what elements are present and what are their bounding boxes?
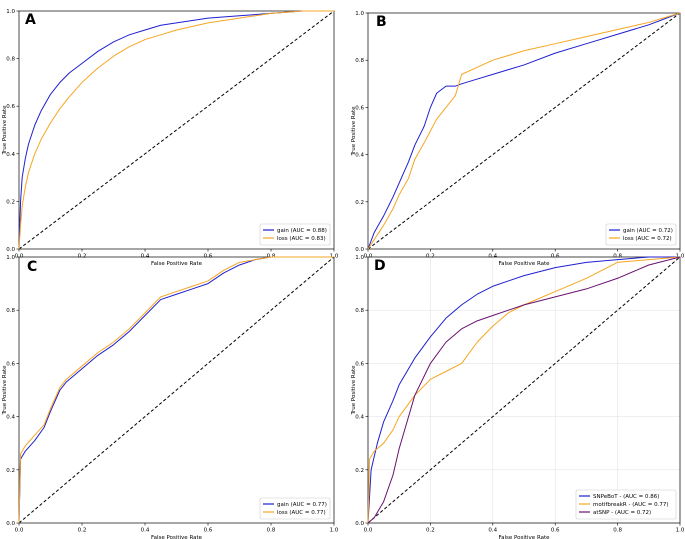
panel-d-ytick-label: 0.0 (355, 521, 364, 527)
panel-c-frame (18, 256, 335, 524)
panel-a-xlabel: False Positive Rate (151, 261, 203, 267)
panel-a-legend: gain (AUC = 0.88) loss (AUC = 0.83) (259, 223, 331, 246)
panel-a-series-0-line (18, 10, 334, 250)
panel-d-diagonal-line (367, 256, 681, 524)
panel-b-letter: B (376, 14, 387, 30)
panel-b-xtick-label: 0.2 (426, 254, 435, 260)
panel-c-ytick-label: 0.0 (6, 521, 15, 527)
panel-a-ytick-label: 0.8 (6, 57, 15, 63)
panel-a-letter: A (25, 12, 36, 28)
panel-c-series-1-line (18, 256, 334, 524)
panel-c-legend: gain (AUC = 0.77) loss (AUC = 0.77) (259, 497, 331, 520)
panel-a-ytick-label: 1.0 (6, 9, 15, 15)
panel-c-ytick-label: 0.6 (6, 361, 15, 367)
panel-b-xtick-label: 0.4 (488, 254, 497, 260)
panel-b-xtick-label: 1.0 (676, 254, 685, 260)
panel-b-diagonal-line (367, 12, 681, 250)
panel-c-xtick-label: 1.0 (330, 528, 339, 534)
panel-d-legend-box (575, 489, 677, 520)
panel-d-series-2-line (367, 256, 681, 524)
panel-a-xtick-label: 1.0 (330, 254, 339, 260)
panel-b-ytick-label: 0.8 (355, 58, 364, 64)
panel-c-ytick-label: 1.0 (6, 255, 15, 261)
panel-d-ytick-label: 0.4 (355, 415, 364, 421)
panel-c-ylabel: True Positive Rate (2, 365, 8, 416)
panel-d-ytick-label: 0.2 (355, 468, 364, 474)
panel-c-ytick-label: 0.4 (6, 415, 15, 421)
panel-b-legend-box (605, 223, 677, 246)
panel-d-legend: SNPeBoT - (AUC = 0.86) motifbreakR - (AUC… (575, 489, 677, 520)
panel-c: 0.00.00.20.20.40.40.60.60.80.81.01.0Fals… (2, 255, 339, 539)
panel-a-xtick-label: 0.2 (78, 254, 87, 260)
panel-a-diagonal-line (18, 10, 335, 250)
panel-b-ytick-label: 0.6 (355, 105, 364, 111)
panel-a-ytick-label: 0.2 (6, 199, 15, 205)
panel-d-xtick-label: 0.2 (426, 528, 435, 534)
panel-d-series-0-line (367, 256, 680, 524)
panel-c-legend-label: loss (AUC = 0.77) (277, 510, 326, 516)
panel-c-diagonal-line (18, 256, 335, 524)
panel-d-ylabel: True Positive Rate (351, 365, 357, 416)
panel-b-ytick-label: 0.0 (355, 247, 364, 253)
panel-b-legend-label: loss (AUC = 0.72) (623, 236, 672, 242)
panel-a-xtick-label: 0.0 (15, 254, 24, 260)
panel-b-xtick-label: 0.8 (613, 254, 622, 260)
panel-c-ytick-label: 0.2 (6, 468, 15, 474)
panel-a-ytick-label: 0.4 (6, 152, 15, 158)
panel-a-legend-box (259, 223, 331, 246)
panel-d-xtick-label: 0.0 (364, 528, 373, 534)
panel-c-letter: C (27, 259, 37, 275)
panel-a-ylabel: True Positive Rate (2, 105, 8, 156)
panel-d-xtick-label: 1.0 (676, 528, 685, 534)
panel-c-legend-box (259, 497, 331, 520)
panel-d-xtick-label: 0.8 (613, 528, 622, 534)
panel-b-ylabel: True Positive Rate (351, 106, 357, 157)
panel-c-xtick-label: 0.2 (78, 528, 87, 534)
panel-d-ytick-label: 0.8 (355, 308, 364, 314)
panel-b: 0.00.0 0.2 0.2 0.4 0.4 0.6 0.6 0.8 0.8 1.0 1.0 Fals… (351, 11, 685, 267)
panel-d-series-1-line (367, 256, 681, 524)
panel-b-legend-label: gain (AUC = 0.72) (623, 228, 673, 234)
panel-d-xlabel: False Positive Rate (498, 535, 550, 539)
panel-a-series-1-line (18, 10, 334, 250)
panel-d-legend-label: SNPeBoT - (AUC = 0.86) (593, 494, 659, 500)
panel-d-ytick-label: 0.6 (355, 361, 364, 367)
panel-a-legend-label: loss (AUC = 0.83) (277, 236, 326, 242)
panel-b-ytick-label: 1.0 (355, 11, 364, 17)
panel-b-frame (367, 12, 681, 250)
panel-b-xtick-label: 0.0 (364, 254, 373, 260)
panel-c-series-0-line (18, 256, 334, 524)
panel-d-xtick-label: 0.4 (488, 528, 497, 534)
panel-d: 0.00.00.20.20.40.40.60.60.80.81.01.0Fals… (351, 255, 685, 539)
panel-c-xtick-label: 0.8 (267, 528, 276, 534)
panel-c-legend-label: gain (AUC = 0.77) (277, 502, 327, 508)
panel-a: 0.00.00.20.20.40.40.60.60.80.81.01.0Fals… (2, 9, 339, 267)
panel-a-xtick-label: 0.6 (204, 254, 213, 260)
panel-c-ytick-label: 0.8 (6, 308, 15, 314)
panel-b-series-1-line (367, 12, 681, 250)
panel-b-xlabel: False Positive Rate (498, 261, 550, 267)
panel-d-frame (367, 256, 681, 524)
panel-a-ytick-label: 0.0 (6, 247, 15, 253)
panel-d-legend-label: atSNP - (AUC = 0.72) (593, 510, 651, 516)
panel-c-xlabel: False Positive Rate (151, 535, 203, 539)
panel-b-ytick-label: 0.2 (355, 200, 364, 206)
panel-a-legend-label: gain (AUC = 0.88) (277, 228, 327, 234)
panel-a-ytick-label: 0.6 (6, 104, 15, 110)
panel-a-frame (18, 10, 335, 250)
panel-b-xtick-label: 0.6 (551, 254, 560, 260)
panel-b-legend: gain (AUC = 0.72) loss (AUC = 0.72) (605, 223, 677, 246)
panel-c-xtick-label: 0.6 (204, 528, 213, 534)
panel-b-series-0-line (367, 12, 681, 250)
panel-d-legend-label: motifbreakR - (AUC = 0.77) (593, 502, 669, 508)
panel-c-xtick-label: 0.4 (141, 528, 150, 534)
panel-a-xtick-label: 0.4 (141, 254, 150, 260)
panel-b-ytick-label: 0.4 (355, 153, 364, 159)
panel-d-ytick-label: 1.0 (355, 255, 364, 261)
panel-c-xtick-label: 0.0 (15, 528, 24, 534)
panel-d-letter: D (374, 258, 386, 274)
panel-d-xtick-label: 0.6 (551, 528, 560, 534)
